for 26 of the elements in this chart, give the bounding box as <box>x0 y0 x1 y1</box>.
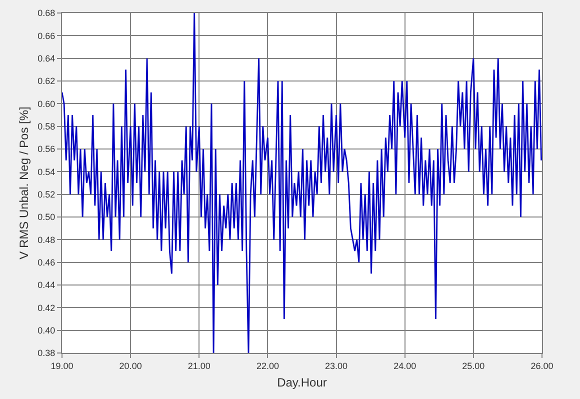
y-tick-label: 0.62 <box>38 76 56 86</box>
y-tick-label: 0.54 <box>38 166 56 177</box>
y-tick-label: 0.44 <box>38 280 56 290</box>
y-tick-label: 0.58 <box>38 121 56 132</box>
y-tick-label: 0.50 <box>38 212 56 222</box>
x-tick-label: 19.00 <box>50 360 74 371</box>
x-axis-title: Day.Hour <box>277 376 327 390</box>
x-tick-label: 20.00 <box>119 360 142 371</box>
y-axis-title: V RMS Unbal. Neg / Pos [%] <box>16 106 31 260</box>
y-tick-label: 0.46 <box>38 257 56 268</box>
x-tick-label: 21.00 <box>188 360 210 371</box>
x-tick-label: 24.00 <box>394 360 416 371</box>
x-tick-label: 25.00 <box>462 360 485 371</box>
x-tick-label: 23.00 <box>325 360 348 371</box>
y-tick-label: 0.56 <box>38 144 56 154</box>
y-tick-label: 0.40 <box>38 325 56 336</box>
y-tick-label: 0.66 <box>38 30 56 41</box>
y-tick-label: 0.52 <box>38 189 56 200</box>
y-tick-label: 0.60 <box>38 98 56 109</box>
y-tick-label: 0.38 <box>38 348 56 358</box>
y-tick-label: 0.42 <box>38 302 56 313</box>
y-tick-label: 0.68 <box>38 8 56 18</box>
y-tick-label: 0.64 <box>38 53 56 64</box>
x-tick-label: 26.00 <box>530 360 554 371</box>
y-tick-label: 0.48 <box>38 234 56 245</box>
x-tick-label: 22.00 <box>256 360 279 371</box>
